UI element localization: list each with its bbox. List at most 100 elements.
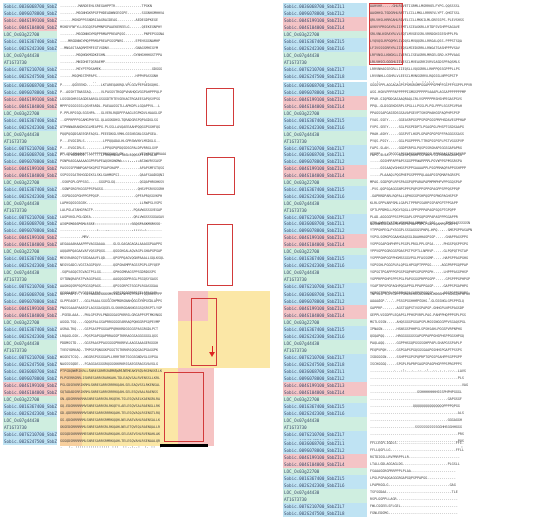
sequence-residues: PGNPKAGGAAAAAGGPRPAPEAQGHGHGMA---------A… [60,159,163,163]
sequence-residues: ------MSQMSSTMPAPS-------------------HPP… [60,74,158,78]
sequence-name: Sobic.004G104000_SbbZIL4 [3,24,57,31]
sequence-name: LOC_Os07g44430 [283,52,367,59]
sequence-name: Sobic.002G242300_SbbZIL6 [283,333,367,340]
sequence-name: AT1G73730 [283,424,367,431]
sequence-residues: -SGNPSRGFKGGSPPSPAGSG-----------------QH… [60,187,165,191]
sequence-name: Sobic.007G210700_SbbZIL7 [3,283,57,290]
sequence-name: LOC_Os07g44430 [283,340,367,347]
sequence-residues: AAAAAGP------PSSGPGGHHHPSGHG--GLGSSNGLGP… [370,299,464,303]
sequence-residues: GAPPRP-------AGSTQQPSTVGSPAPGP-GHHGPLNPS… [370,306,464,310]
right-block-1: Sobic.003G068700_SbbZIL1 AAHVHR-----GHLRI… [283,3,550,86]
sequence-name: LOC_Os03g22700 [3,179,57,186]
sequence-residues: --------------------------------------GG… [370,418,462,422]
sequence-name: Sobic.007G210700_SbbZIL7 [3,66,57,73]
sequence-residues: YEEPP----GRGGGLPGGAPGGAPPPPGGSLPPPSRAGSP… [370,152,466,156]
sequence-residues: ---------MARDEEHLSREGAHPPTR-------------… [60,4,152,8]
sequence-residues: P-----QGEEEKD-------LKTAREQAKRQLVPLGGVPE… [60,83,161,87]
sequence-name: Sobic.009G078800_SbbZIL2 [283,89,367,96]
sequence-name: LOC_Os03g22700 [283,31,367,38]
sequence-residues: ------MSKDPPSSNDRIAAGRAIDEAG---------AED… [60,18,158,22]
sequence-residues: PPAR-GIQPDDGASAAQRAQLIRLVSPPPPPRSHSHPEGA… [370,97,462,101]
sequence-residues: MSHDYFNFYLLEGGQSPAPMNPGPAAEKEREELG------… [60,25,163,29]
sequence-name: Sobic.004G199100_SbbZIL3 [3,382,57,389]
sequence-name: Sobic.004G199100_SbbZIL3 [283,305,367,312]
sequence-name: Sobic.004G199100_SbbZIL3 [283,454,367,461]
sequence-name: Sobic.001G367400_SbbZIL5 [3,117,57,124]
sequence-residues: LFIVSSSGRRYRLIIEQSLMIEDGRRLLRNGATSASHPPP… [370,46,460,50]
sequence-name: LOC_Os07g44430 [283,417,367,424]
sequence-name: Sobic.001G367400_SbbZIL5 [3,186,57,193]
sequence-residues: PLAD-AGGGGPPSSPPGGAPLSPPGQPSPPAPASPPPGGA… [370,215,458,219]
sequence-residues: NEGVSADCLVGSTAGGPQVV------QGPGHAMPPAGSSP… [60,263,161,267]
sequence-name: AT1G73730 [283,496,367,503]
sequence-residues: LRRVNHAGSEGRLLIIEQSLLVQGGRRLLRHPPQSSGPPP… [370,67,460,71]
sequence-name: Sobic.007G210700_SbbZIL7 [283,283,367,290]
sequence-name: Sobic.001G367400_SbbZIL5 [3,326,57,333]
sequence-residues: MPPFGSGGSSSLQSHFARDL-PAEAAGSGTLLAPKDPLLG… [60,104,161,108]
sequence-name: Sobic.004G199100_SbbZIL3 [283,382,367,389]
sequence-residues: GGSQDSKRRRRMESNRESARRSRARKQAHLSELEAEVSHL… [60,432,161,436]
sequence-name: Sobic.004G104000_SbbZIL4 [283,389,367,396]
sequence-name: Sobic.004G104000_SbbZIL4 [283,103,367,110]
sequence-name: LOC_Os07g44430 [283,269,367,276]
sequence-name: Sobic.007G210700_SbbZIL7 [3,431,57,438]
sequence-name: Sobic.004G104000_SbbZIL4 [3,172,57,179]
sequence-residues: P--AGSHTTNASEAQ-----VLPASGVTRGQPVHAHQGVG… [60,90,163,94]
sequence-name: Sobic.009G078800_SbbZIL2 [3,298,57,305]
sequence-residues: ----------------------------------------… [370,439,464,443]
sequence-name: Sobic.004G104000_SbbZIL4 [283,24,367,31]
sequence-name: Sobic.002G242300_SbbZIL6 [283,193,367,200]
conservation-line: . . .: :::::...:::. [60,159,147,163]
sequence-residues: ----------------------------------------… [370,383,468,387]
sequence-name: Sobic.002G247500_SbbZIL8 [3,438,57,445]
sequence-name: AT1G73730 [283,347,367,354]
sequence-name: LOC_Os07g44430 [3,52,57,59]
sequence-name: Sobic.003G068700_SbbZIL1 [283,3,367,10]
sequence-name: Sobic.003G068700_SbbZIL1 [3,151,57,158]
sequence-residues: SQTADADSRRIKRMLSNRESARRSRRRKQAHLSELESQVA… [60,390,158,394]
sequence-residues: YGPPRPPGHPSPPSPGLPAPGSGGPRPPGGPP-----GPS… [370,277,471,281]
right-block-7: Sobic.003G068700_SbbZIL1 FFLLEGFLIGDLS---… [283,440,550,523]
sequence-name: AT1G73730 [3,347,57,354]
sequence-name: Sobic.009G078800_SbbZIL2 [3,89,57,96]
sequence-name: Sobic.002G247500_SbbZIL8 [283,510,367,517]
sequence-residues: GLPPEAGRT---GGLPAAALSGGSLSHPMDRGNAHQGGSY… [60,299,163,303]
sequence-residues: YSPPPGHPGGPPHGMSSGGVPGLPFASSGMP-----HAPS… [370,256,468,260]
sequence-residues: -PVS-QGPSQAGGSNPGPPSPQPSPPSPPGPAGPPSPPQS… [370,187,460,191]
sequence-residues: P---EVGGIRLS---------LPPQQADALHLGPRSWVNY… [60,139,161,143]
sequence-residues: FWLCGGEELSFLGEL-------------------------… [370,504,458,508]
conservation-line: . :. . : . . : . ::.:.: . . . [370,80,457,84]
sequence-name: Sobic.003G068700_SbbZIL1 [283,291,367,298]
sequence-name: Sobic.003G068700_SbbZIL1 [283,368,367,375]
sequence-residues: GKGEDGRRRRRMLSNRESARRSRLRKQAHLNELETQVEQL… [60,425,161,429]
sequence-name: LOC_Os07g44430 [3,200,57,207]
sequence-name: Sobic.009G078800_SbbZIL2 [3,375,57,382]
sequence-residues: ATPHNNARAKDKGGLMEAPPG-PLSSLLAVQAEEAAHPQQ… [60,125,161,129]
sequence-residues: ----------------------SSSSSSGSSSSGGHHSGG… [370,425,462,429]
sequence-name: AT1G73730 [3,138,57,145]
sequence-name: Sobic.003G068700_SbbZIL1 [3,291,57,298]
sequence-name: Sobic.002G242300_SbbZIL6 [283,262,367,269]
sequence-residues: LAGPVKGLPGLGDEA---------------------QRLV… [60,215,165,219]
basic-region-pink-highlight [178,291,208,321]
sequence-residues: FFLLEGFLIGDLS---------------------------… [370,441,464,445]
right-block-5: Sobic.003G068700_SbbZIL1 TNPVGSPTLETGIPPP… [283,291,550,374]
sequence-residues: PPQL-GLDSGEKDSRPLSPGLLLPSSLPLPSLPPPLSGSP… [370,104,462,108]
sequence-residues: YTPPGHPEGLPYSGGPLSSGAGGGYPHPQ-HPQ-----SM… [370,228,473,232]
sequence-name: Sobic.002G242300_SbbZIL6 [3,124,57,131]
sequence-residues: YSPSGTPRPGLPGGPPHSQAGAPPGPGSGSP-----SGGP… [370,291,468,295]
sequence-residues: -----------MRV--------------------------… [60,235,163,239]
sequence-name: Sobic.007G210700_SbbZIL7 [3,145,57,152]
sequence-residues: FSAAAGGRGPRRPPPLPLAA--------------------… [370,469,456,473]
sequence-name: LOC_Os07g44430 [3,417,57,424]
sequence-residues: LYQVQSLRPGQMYLIVDQSLMVQQGRLLRRGALQSS-PPP… [370,39,462,43]
sequence-residues: FFLLQGFLLG------------------------------… [370,448,464,452]
sequence-residues: PLPSERRGRRLISNRESARRSRARKAHLTDLEAQVSALRV… [60,376,161,380]
sequence-name: Sobic.003G068700_SbbZIL1 [283,220,367,227]
sequence-residues: AQQARPQAGAAVAFVQSGPQGG----QGGGHGALAQVAGP… [60,249,163,253]
left-block-6: Sobic.003G068700_SbbZIL1PTPSDQNKRIKRLLSN… [3,368,275,451]
sequence-name: Sobic.009G078800_SbbZIL2 [283,298,367,305]
sequence-residues: -GAPRRDPARLRQPALLQPHGSGPSHPQGPPSPNGPAGHS… [370,194,458,198]
conservation-line: . .. . .:.. ... : .. : . [370,159,457,163]
sequence-residues: TNPVGSPTLETGIPPPGMLSLSHSGGSKNHLHDGGHPTSG… [370,292,471,296]
